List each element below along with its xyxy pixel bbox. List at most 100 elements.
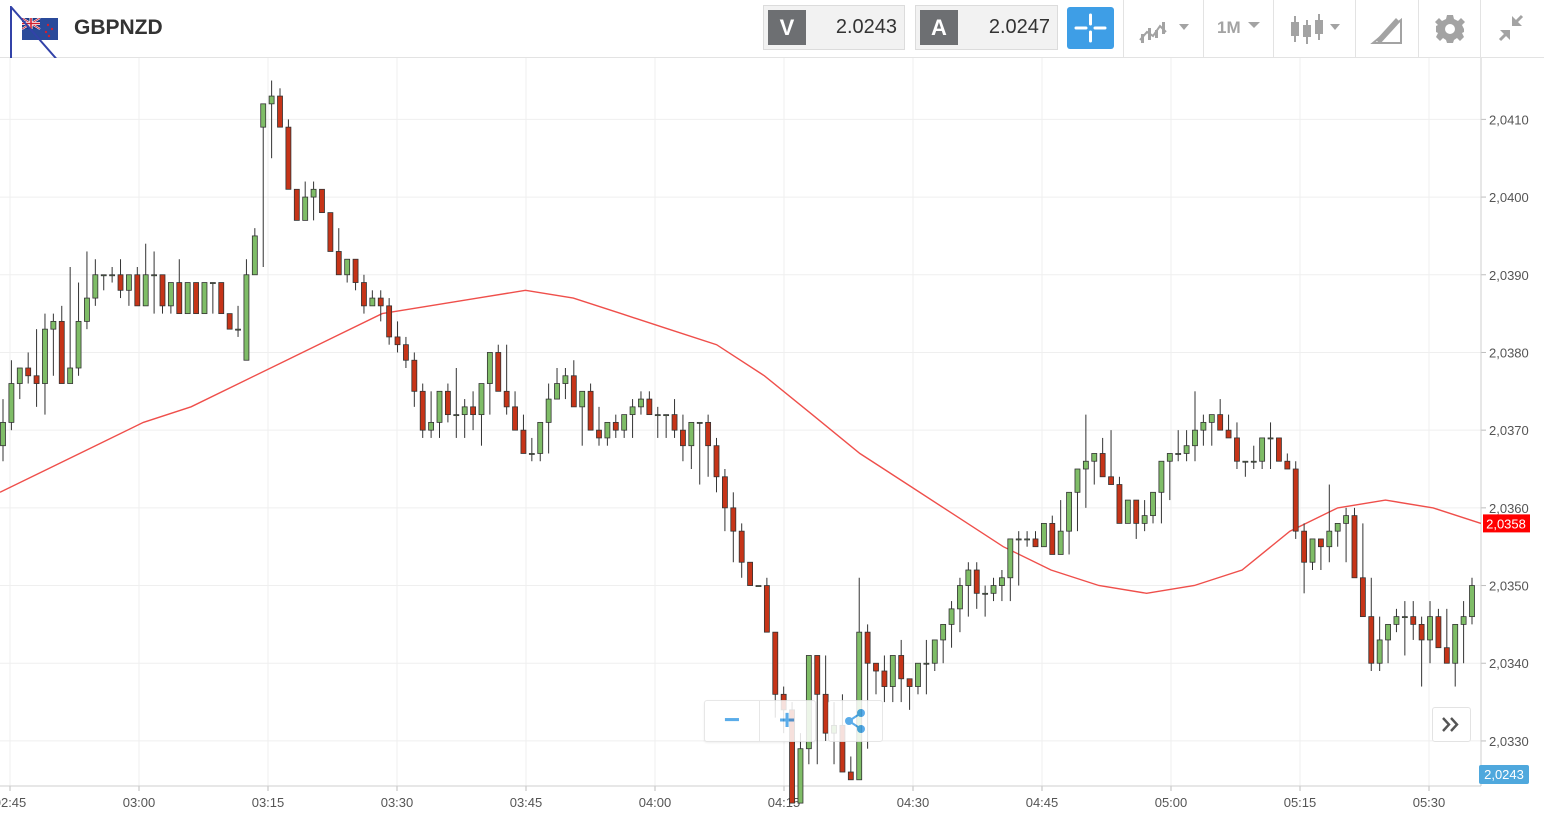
- bullish-candle: [982, 592, 989, 595]
- drawing-tools-button[interactable]: [1368, 10, 1408, 48]
- bullish-candle: [957, 585, 963, 610]
- bullish-candle: [243, 274, 250, 361]
- bearish-candle: [394, 336, 401, 346]
- bearish-candle: [1284, 460, 1291, 470]
- draw-tool-icon: [1370, 17, 1402, 44]
- bearish-candle: [772, 631, 779, 695]
- bearish-candle: [117, 274, 124, 291]
- last-price-label: 2,0243: [1484, 767, 1524, 782]
- bullish-candle: [1393, 616, 1400, 625]
- bullish-candle: [67, 367, 74, 384]
- bearish-candle: [1276, 437, 1282, 462]
- zoom-controls: − +: [704, 700, 816, 742]
- bullish-candle: [638, 398, 644, 408]
- bullish-candle: [92, 274, 99, 299]
- bearish-candle: [1049, 522, 1056, 555]
- bearish-candle: [1116, 484, 1123, 524]
- bullish-candle: [990, 585, 997, 594]
- chart-type-button[interactable]: [1135, 10, 1195, 48]
- crosshair-icon: [1074, 13, 1107, 43]
- bearish-candle: [218, 282, 225, 315]
- bullish-candle: [545, 398, 552, 423]
- bullish-candle: [167, 282, 174, 307]
- bullish-candle: [310, 188, 317, 198]
- zoom-in-button[interactable]: +: [778, 704, 796, 735]
- bullish-candle: [151, 274, 157, 277]
- bearish-candle: [722, 476, 728, 509]
- bullish-candle: [251, 235, 258, 276]
- candle-style-button[interactable]: [1287, 10, 1347, 48]
- candlestick-icon: [1291, 14, 1340, 44]
- bullish-candle: [1192, 429, 1198, 447]
- bullish-candle: [209, 282, 216, 284]
- ma-value-badge: [1483, 514, 1530, 533]
- bearish-candle: [1359, 577, 1366, 618]
- toolbar-separator: [1123, 0, 1124, 58]
- timeframe-selector[interactable]: 1M: [1215, 10, 1265, 48]
- bearish-candle: [386, 305, 393, 338]
- bullish-candle: [1200, 421, 1207, 431]
- bullish-candle: [1150, 491, 1156, 517]
- top-toolbar: GBPNZD V 2.0243 A 2.0247 1M: [0, 0, 1544, 72]
- collapse-button[interactable]: [1494, 10, 1530, 48]
- bearish-candle: [596, 429, 602, 439]
- bearish-candle: [1234, 437, 1240, 462]
- y-tick-label: 2,0360: [1489, 501, 1529, 516]
- bullish-candle: [1175, 453, 1182, 455]
- bearish-candle: [881, 670, 888, 687]
- double-chevron-right-icon: [1442, 717, 1459, 732]
- bearish-candle: [176, 282, 183, 315]
- bearish-candle: [973, 569, 980, 594]
- crosshair-button[interactable]: [1067, 7, 1114, 49]
- bearish-candle: [25, 367, 32, 377]
- price-chart[interactable]: 2,04102,04002,03902,03802,03702,03602,03…: [0, 58, 1544, 824]
- bullish-candle: [1141, 515, 1148, 524]
- bullish-candle: [923, 662, 930, 665]
- toolbar-separator: [1273, 0, 1274, 58]
- bullish-candle: [436, 390, 443, 423]
- bullish-candle: [621, 414, 628, 431]
- bearish-candle: [226, 313, 233, 330]
- bullish-candle: [1057, 530, 1064, 555]
- bearish-candle: [898, 655, 905, 680]
- bullish-candle: [604, 421, 611, 439]
- bearish-candle: [612, 421, 619, 431]
- bearish-candle: [319, 188, 325, 214]
- bearish-candle: [1217, 414, 1224, 431]
- price-badges: 2,0358 2,0243: [1479, 514, 1530, 784]
- buy-price-box[interactable]: A 2.0247: [915, 5, 1058, 50]
- toolbar-separator: [1355, 0, 1356, 58]
- bullish-candle: [344, 258, 351, 276]
- bearish-candle: [1443, 647, 1450, 664]
- bullish-candle: [528, 453, 535, 455]
- sell-price-box[interactable]: V 2.0243: [763, 5, 905, 50]
- settings-button[interactable]: [1433, 10, 1469, 48]
- bullish-candle: [1259, 437, 1266, 462]
- bearish-candle: [1225, 429, 1232, 439]
- bullish-candle: [84, 297, 90, 322]
- bullish-candle: [663, 414, 670, 417]
- bearish-candle: [1032, 538, 1039, 548]
- bullish-candle: [1208, 414, 1215, 423]
- bearish-candle: [495, 352, 502, 392]
- zoom-divider: [759, 701, 760, 741]
- bullish-candle: [42, 328, 48, 384]
- scroll-to-latest-button[interactable]: [1432, 707, 1471, 742]
- x-tick-label: 02:45: [0, 795, 26, 810]
- zoom-out-button[interactable]: −: [723, 704, 741, 735]
- share-button[interactable]: [828, 700, 883, 742]
- bullish-candle: [1267, 437, 1274, 440]
- y-tick-label: 2,0390: [1489, 268, 1529, 283]
- x-tick-label: 04:00: [639, 795, 672, 810]
- bullish-candle: [537, 421, 544, 454]
- x-tick-label: 03:00: [123, 795, 156, 810]
- bearish-candle: [512, 406, 518, 431]
- bearish-candle: [1318, 538, 1324, 548]
- bullish-candle: [1183, 445, 1190, 454]
- bearish-candle: [444, 390, 451, 416]
- bullish-candle: [1124, 499, 1131, 524]
- bullish-candle: [1158, 460, 1165, 493]
- share-icon: [845, 709, 865, 733]
- bullish-candle: [100, 274, 107, 277]
- bullish-candle: [369, 297, 376, 307]
